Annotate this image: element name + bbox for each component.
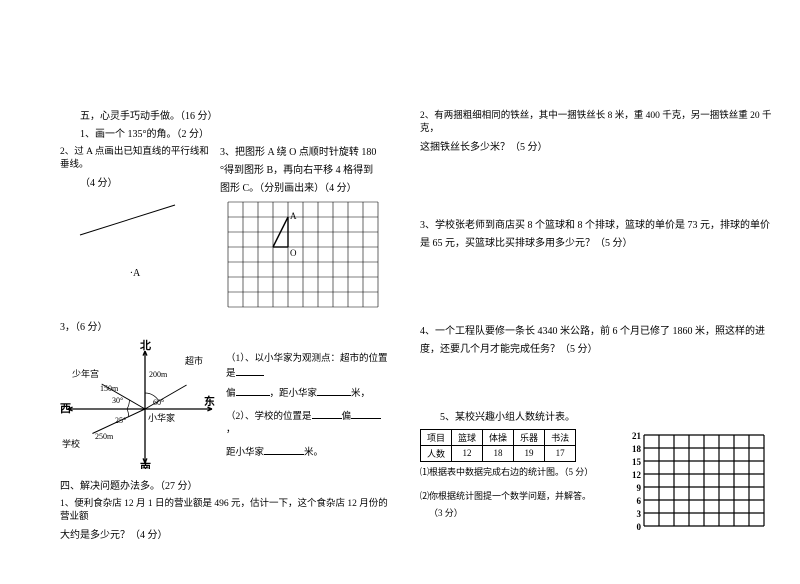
td-2: 18 — [483, 445, 514, 461]
q3-2d-text: 距小华家 — [226, 448, 264, 458]
q3-1-line1: （1）、以小华家为观测点：超市的位置是 — [226, 353, 390, 382]
td-4: 17 — [545, 445, 576, 461]
svg-text:0: 0 — [637, 522, 642, 532]
svg-text:21: 21 — [632, 431, 642, 441]
q3-1c-text: ，距小华家 — [270, 389, 318, 399]
th-2: 体操 — [483, 429, 514, 445]
svg-text:A: A — [290, 211, 297, 221]
blank — [351, 409, 381, 419]
svg-text:少年宫: 少年宫 — [72, 368, 99, 379]
svg-text:小华家: 小华家 — [148, 412, 175, 423]
chart-grid: 21 18 15 12 9 6 3 0 — [620, 429, 775, 539]
r-q2a: 2、有两捆粗细相同的铁丝，其中一捆铁丝长 8 米，重 400 千克，另一捆铁丝重… — [420, 110, 780, 137]
r-q5: 5、某校兴趣小组人数统计表。 — [420, 411, 780, 425]
q3-2a-text: （2）、学校的位置是 — [226, 412, 312, 422]
svg-text:6: 6 — [637, 496, 642, 506]
r-q4a: 4、一个工程队要修一条长 4340 米公路，前 6 个月已修了 1860 米，照… — [420, 325, 780, 339]
stat-table: 项目 篮球 体操 乐器 书法 人数 12 18 19 17 — [420, 429, 576, 462]
blank — [317, 386, 351, 396]
sec5-q2b: （4 分） — [60, 177, 210, 191]
blank — [264, 445, 304, 455]
left-column: 五，心灵手巧动手做。（16 分） 1、画一个 135°的角。（2 分） 2、过 … — [60, 110, 390, 547]
r-q2b: 这捆铁丝长多少米？（5 分） — [420, 141, 780, 155]
q3-1-line2: 偏 ，距小华家 米， — [226, 386, 390, 401]
table-row: 人数 12 18 19 17 — [421, 445, 576, 461]
sec5-q3a: 3、把图形 A 绕 O 点顺时针旋转 180 — [220, 146, 390, 160]
q3-2-line2: 距小华家 米。 — [226, 445, 390, 460]
svg-text:60°: 60° — [153, 398, 164, 407]
q3-1b-text: 偏 — [226, 389, 236, 399]
sec5-q2a: 2、过 A 点画出已知直线的平行线和垂线。 — [60, 146, 210, 173]
td-0: 人数 — [421, 445, 452, 461]
right-column: 2、有两捆粗细相同的铁丝，其中一捆铁丝长 8 米，重 400 千克，另一捆铁丝重… — [420, 110, 780, 542]
r-q5-2b: （3 分） — [420, 507, 610, 520]
r-q4b: 度，还要几个月才能完成任务？（5 分） — [420, 343, 780, 357]
q3-1d-text: 米， — [351, 389, 370, 399]
svg-text:30°: 30° — [112, 396, 123, 405]
point-a: ·A — [60, 268, 210, 279]
svg-text:3: 3 — [637, 509, 642, 519]
svg-text:15: 15 — [632, 457, 642, 467]
td-3: 19 — [514, 445, 545, 461]
svg-text:南: 南 — [140, 460, 151, 469]
svg-text:250m: 250m — [95, 432, 114, 441]
sec4-q1a: 1、便利食杂店 12 月 1 日的营业额是 496 元，估计一下，这个食杂店 1… — [60, 498, 390, 525]
r-q5-1: ⑴根据表中数据完成右边的统计图。（5 分） — [420, 466, 610, 479]
svg-text:O: O — [290, 248, 297, 258]
sec4-q1b: 大约是多少元？（4 分） — [60, 529, 390, 543]
svg-text:12: 12 — [632, 470, 642, 480]
sec5-title: 五，心灵手巧动手做。（16 分） — [60, 110, 390, 124]
blank — [236, 386, 270, 396]
svg-text:西: 西 — [60, 402, 71, 415]
svg-text:北: 北 — [140, 339, 151, 352]
td-1: 12 — [452, 445, 483, 461]
svg-text:18: 18 — [632, 444, 642, 454]
r-q3a: 3、学校张老师到商店买 8 个篮球和 8 个排球，篮球的单价是 73 元，排球的… — [420, 219, 780, 233]
sec5-q3c: 图形 C。（分别画出来）（4 分） — [220, 182, 390, 196]
svg-text:东: 东 — [204, 394, 215, 408]
q3-2-line1: （2）、学校的位置是 偏 ， — [226, 409, 390, 438]
blank — [236, 366, 264, 376]
sec5-q1: 1、画一个 135°的角。（2 分） — [60, 128, 390, 142]
th-1: 篮球 — [452, 429, 483, 445]
sec5-q3b: °得到图形 B，再向右平移 4 格得到 — [220, 164, 390, 178]
q3-2c-text: ， — [226, 425, 236, 435]
rotation-grid: AO — [220, 200, 385, 310]
blank — [312, 409, 342, 419]
th-4: 书法 — [545, 429, 576, 445]
table-row: 项目 篮球 体操 乐器 书法 — [421, 429, 576, 445]
svg-text:超市: 超市 — [185, 355, 203, 366]
r-q5-2a: ⑵你根据统计图提一个数学问题，并解答。 — [420, 490, 610, 503]
q3-2e-text: 米。 — [304, 448, 323, 458]
compass-diagram: 北南 西 东 超市 200m 60° 少年宫150m 30° 学校 250m25° 小华家 — [60, 339, 220, 469]
svg-text:25°: 25° — [115, 416, 126, 425]
svg-text:9: 9 — [637, 483, 642, 493]
r-q3b: 是 65 元，买篮球比买排球多用多少元？（5 分） — [420, 237, 780, 251]
svg-text:学校: 学校 — [62, 438, 80, 449]
svg-text:150m: 150m — [100, 384, 119, 393]
sec5-q3d: 3，（6 分） — [60, 321, 390, 335]
sec4-title: 四、解决问题办法多。（27 分） — [60, 480, 390, 494]
svg-text:200m: 200m — [149, 370, 168, 379]
q3-2b-text: 偏 — [342, 412, 352, 422]
th-3: 乐器 — [514, 429, 545, 445]
th-0: 项目 — [421, 429, 452, 445]
line-diagram — [60, 195, 200, 265]
